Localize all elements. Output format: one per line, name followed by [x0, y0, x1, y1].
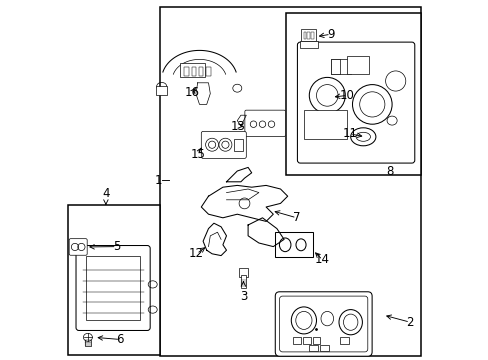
Text: 4: 4	[102, 187, 109, 200]
Bar	[320, 345, 328, 351]
Bar	[302, 337, 310, 344]
FancyBboxPatch shape	[275, 292, 371, 356]
FancyBboxPatch shape	[76, 246, 150, 330]
Text: 15: 15	[190, 148, 205, 161]
Bar	[292, 337, 301, 344]
Bar	[330, 59, 350, 74]
Bar	[285, 13, 420, 175]
Text: 8: 8	[386, 165, 393, 177]
Bar	[309, 345, 318, 351]
Text: 1: 1	[154, 174, 162, 186]
FancyBboxPatch shape	[201, 131, 246, 158]
Text: 14: 14	[314, 253, 329, 266]
Text: 6: 6	[116, 333, 124, 346]
FancyBboxPatch shape	[244, 110, 285, 136]
Bar	[312, 337, 320, 344]
Bar	[306, 32, 309, 39]
Bar	[310, 32, 313, 39]
Text: 16: 16	[184, 86, 199, 99]
Bar	[239, 268, 247, 277]
Text: 9: 9	[326, 28, 334, 41]
Bar	[275, 232, 312, 257]
Text: 2: 2	[406, 316, 413, 329]
Bar	[179, 63, 204, 77]
Bar	[68, 205, 160, 355]
Bar	[303, 110, 346, 139]
FancyBboxPatch shape	[69, 239, 87, 255]
Text: 10: 10	[339, 89, 354, 102]
Bar	[240, 275, 246, 288]
Text: 11: 11	[342, 127, 357, 140]
Bar	[205, 67, 210, 76]
Bar	[299, 41, 317, 48]
Text: 5: 5	[113, 240, 120, 253]
Text: 13: 13	[230, 120, 245, 132]
Bar	[346, 56, 368, 74]
Text: 7: 7	[292, 211, 300, 224]
FancyBboxPatch shape	[297, 42, 414, 163]
Text: 3: 3	[239, 290, 246, 303]
Bar	[86, 256, 140, 320]
Bar	[160, 7, 420, 356]
Bar	[330, 59, 339, 74]
Bar	[199, 67, 203, 76]
Text: 12: 12	[189, 247, 203, 260]
Bar	[156, 86, 167, 95]
Bar	[301, 29, 315, 41]
Bar	[339, 337, 348, 344]
Bar	[303, 32, 306, 39]
Bar	[184, 67, 189, 76]
Bar	[233, 139, 242, 151]
Bar	[191, 67, 196, 76]
